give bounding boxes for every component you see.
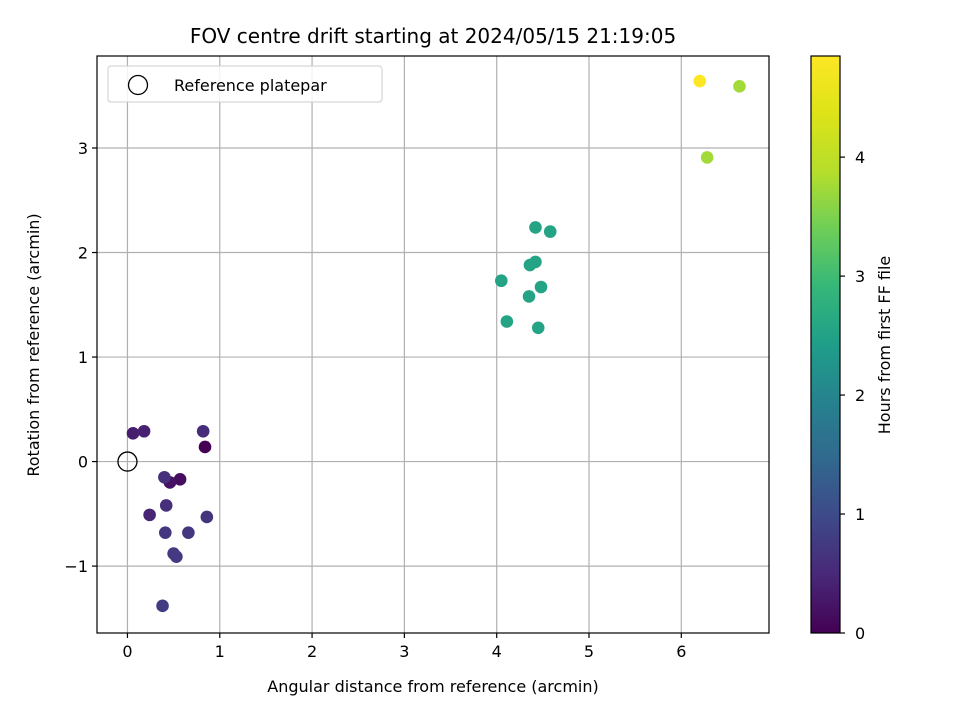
data-point xyxy=(733,80,746,93)
colorbar-ticks: 0 1 2 3 4 xyxy=(840,148,865,643)
colorbar-tick-label: 4 xyxy=(855,148,865,167)
data-point xyxy=(159,499,173,512)
y-tick-label: 3 xyxy=(78,139,88,158)
data-point xyxy=(182,526,195,539)
data-point xyxy=(522,290,536,303)
legend: Reference platepar xyxy=(107,65,383,103)
colorbar-tick-label: 1 xyxy=(855,505,865,524)
data-point xyxy=(126,427,140,440)
x-tick-label: 6 xyxy=(676,642,686,661)
data-point xyxy=(529,221,542,234)
data-point xyxy=(529,255,542,269)
data-point xyxy=(167,547,180,560)
y-tick-label: 1 xyxy=(78,348,88,367)
x-tick-label: 1 xyxy=(215,642,225,661)
data-point xyxy=(198,440,212,454)
colorbar: 0 1 2 3 4 Hours from first FF file xyxy=(810,55,894,643)
x-tick-label: 0 xyxy=(122,642,132,661)
legend-box xyxy=(107,65,383,103)
plot-frame xyxy=(96,55,770,634)
y-tick-label: 0 xyxy=(78,453,88,472)
colorbar-label: Hours from first FF file xyxy=(875,256,894,435)
data-point xyxy=(137,424,151,438)
scatter-points xyxy=(117,74,746,613)
colorbar-tick-label: 3 xyxy=(855,267,865,286)
data-point xyxy=(159,526,172,539)
colorbar-frame xyxy=(810,55,841,634)
legend-marker-reference xyxy=(127,74,149,96)
data-point xyxy=(500,315,514,328)
colorbar-tick-label: 0 xyxy=(855,624,865,643)
data-point xyxy=(196,424,210,438)
y-axis-label: Rotation from reference (arcmin) xyxy=(24,213,43,476)
legend-entry-reference: Reference platepar xyxy=(174,76,327,95)
x-tick-label: 4 xyxy=(492,642,502,661)
reference-platepar-marker xyxy=(117,451,138,472)
chart-title: FOV centre drift starting at 2024/05/15 … xyxy=(190,24,676,48)
colorbar-tick-label: 2 xyxy=(855,386,865,405)
data-point xyxy=(531,321,545,335)
data-point xyxy=(158,470,171,484)
x-tick-label: 5 xyxy=(584,642,594,661)
data-point xyxy=(156,599,169,613)
data-point xyxy=(700,151,714,164)
x-tick-label: 2 xyxy=(307,642,317,661)
data-point xyxy=(200,510,214,524)
colorbar-gradient xyxy=(811,56,840,633)
data-point xyxy=(693,74,707,88)
data-point xyxy=(543,225,557,238)
y-tick-label: 2 xyxy=(78,244,88,263)
x-tick-label: 3 xyxy=(399,642,409,661)
data-point xyxy=(534,280,548,294)
axis-ticks: 0 1 2 3 4 5 6 −1 0 1 2 3 xyxy=(64,139,686,661)
x-axis-label: Angular distance from reference (arcmin) xyxy=(267,677,598,696)
grid xyxy=(97,56,769,633)
y-tick-label: −1 xyxy=(64,557,88,576)
data-point xyxy=(495,274,508,288)
data-point xyxy=(143,508,156,522)
data-point xyxy=(173,473,187,486)
